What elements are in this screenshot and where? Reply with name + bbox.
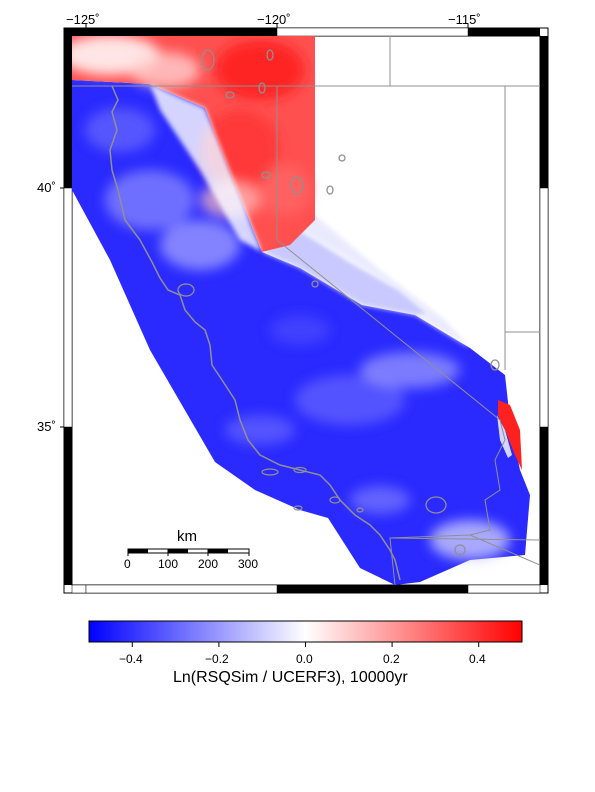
lat-label-35: 35˚ (37, 419, 56, 434)
lon-label-125: −125˚ (66, 12, 100, 27)
state-borders (72, 36, 540, 585)
scale-bar-label-300: 300 (238, 557, 259, 571)
colorbar-tick-04: 0.4 (469, 652, 486, 666)
islands (261, 466, 364, 513)
ratio-field-band-light (300, 215, 470, 348)
lon-label-115: −115˚ (448, 12, 481, 27)
colorbar-tick-00: 0.0 (296, 652, 313, 666)
colorbar-tick-neg02: −0.2 (205, 652, 229, 666)
lakes (177, 49, 500, 556)
colorbar-title: Ln(RSQSim / UCERF3), 10000yr (173, 669, 408, 686)
coastline (109, 85, 401, 581)
lon-label-120: −120˚ (257, 12, 291, 27)
colorbar-tick-02: 0.2 (383, 652, 400, 666)
scale-bar-unit: km (177, 528, 197, 545)
colorbar (88, 620, 523, 647)
ratio-field-band (262, 230, 430, 315)
ratio-field-light-patches (85, 108, 510, 560)
map-figure (60, 24, 549, 594)
ratio-field-red-spot (498, 400, 522, 470)
ratio-field-transition (150, 84, 262, 252)
lat-label-40: 40˚ (37, 180, 56, 195)
scale-bar (127, 548, 250, 556)
scale-bar-label-200: 200 (198, 557, 219, 571)
scale-bar-label-0: 0 (124, 557, 131, 571)
colorbar-tick-neg04: −0.4 (119, 652, 143, 666)
scale-bar-label-100: 100 (158, 557, 179, 571)
